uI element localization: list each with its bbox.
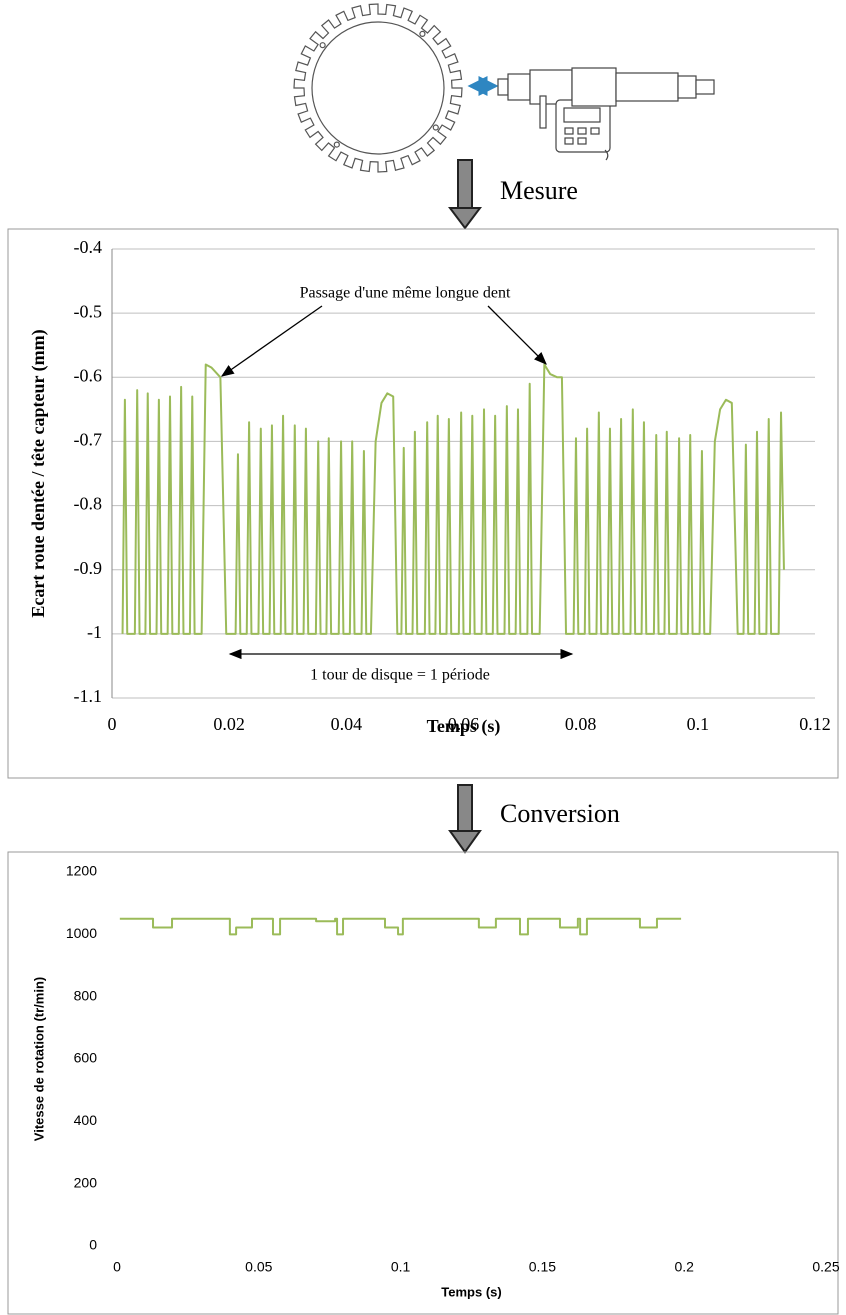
y-tick-label: 0 [89,1237,97,1253]
x-tick-label: 0.05 [245,1259,272,1275]
chart-measure: -1.1 -1 -0.9 -0.8 -0.7 -0.6 -0.5 -0.4 0 0.02 0.04 0… [28,237,831,737]
y-tick-label: -0.7 [74,430,103,450]
data-line [119,917,682,936]
x-axis-title: Temps (s) [427,716,501,737]
x-tick-label: 0.25 [812,1259,839,1275]
y-tick-label: 600 [74,1050,98,1066]
y-tick-label: -1 [87,622,102,642]
micrometer [497,67,715,161]
wheel-teeth [293,3,463,173]
y-tick-label: -0.4 [74,237,103,257]
down-arrow [448,159,482,230]
y-tick-label: 400 [74,1112,98,1128]
y-tick-label: 1000 [66,925,97,941]
chart-frame [7,851,839,1315]
x-tick-label: 0.1 [391,1259,411,1275]
wheel-hole [333,141,340,148]
x-tick-label: 0.12 [799,714,831,734]
toothed-wheel [293,3,463,173]
arrow-caption: Conversion [500,799,620,828]
wheel-hole [432,124,439,131]
y-tick-label: -1.1 [74,686,103,706]
x-tick-label: 0.06 [448,714,480,734]
wheel-hole [319,42,326,49]
x-tick-label: 0.2 [674,1259,694,1275]
data-line [121,363,785,635]
y-tick-label: -0.8 [74,494,103,514]
y-tick-label: -0.6 [74,365,103,385]
x-tick-label: 0 [113,1259,121,1275]
chart-frame [7,228,839,779]
x-tick-label: 0 [108,714,117,734]
wheel-hole [419,30,426,38]
y-tick-label: -0.5 [74,301,103,321]
annotation: Passage d'une même longue dent [300,285,511,302]
annotation: 1 tour de disque = 1 période [310,667,490,684]
x-axis-title: Temps (s) [441,1284,501,1299]
y-axis-title: Vitesse de rotation (tr/min) [31,977,46,1141]
down-arrow [448,784,482,854]
x-tick-label: 0.02 [213,714,245,734]
annotation-arrow [220,305,323,377]
y-tick-label: 200 [74,1174,98,1190]
y-tick-label: 800 [74,987,98,1003]
annotation-arrow [487,305,547,365]
x-tick-label: 0.04 [331,714,363,734]
x-tick-label: 0.1 [687,714,710,734]
x-tick-label: 0.08 [565,714,597,734]
x-tick-label: 0.15 [529,1259,556,1275]
y-tick-label: -0.9 [74,558,103,578]
arrow-caption: Mesure [500,176,578,205]
y-axis-title: Ecart roue dentée / tête capteur (mm) [28,329,49,617]
y-tick-label: 1200 [66,863,97,879]
chart-speed: 0 200 400 600 800 1000 1200 0 0.05 0.1 0.15 0.2 0.25… [31,863,839,1300]
